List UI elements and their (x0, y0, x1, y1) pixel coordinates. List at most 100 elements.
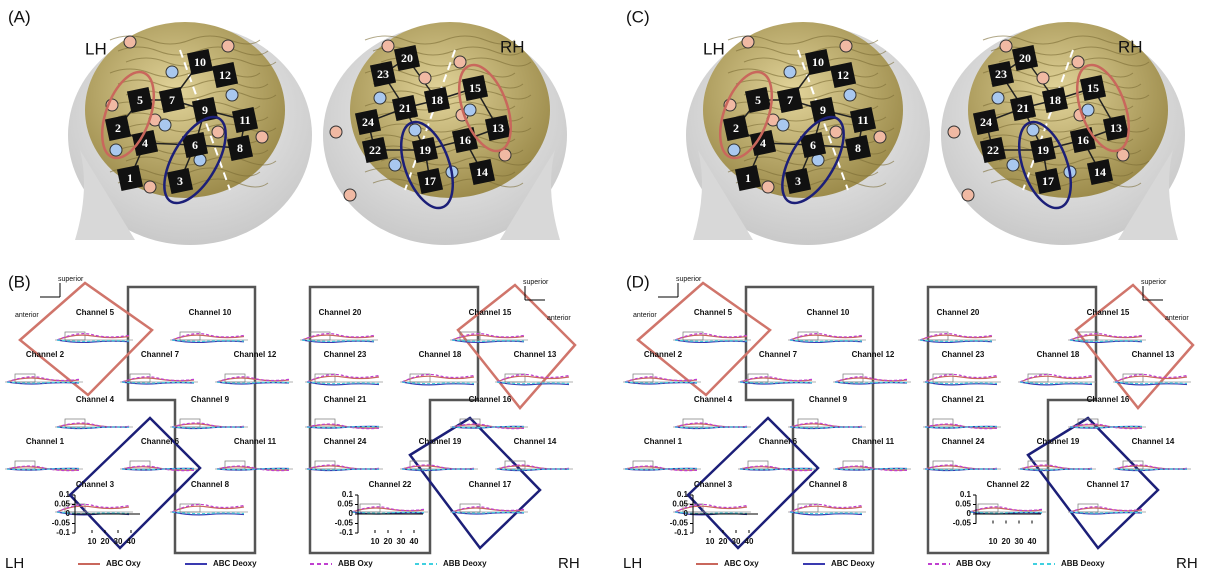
stim-box (409, 373, 431, 383)
inset-xtick: 10 (371, 537, 380, 546)
inset-xtick: 20 (101, 537, 110, 546)
stim-box (1122, 373, 1144, 383)
face (1118, 150, 1178, 240)
channel-label: Channel 24 (324, 437, 367, 446)
legend-label: ABC Oxy (106, 559, 141, 568)
stim-box (1077, 331, 1099, 341)
gyrus (727, 68, 879, 78)
channel-label: Channel 22 (987, 480, 1030, 489)
legend-label: ABC Oxy (724, 559, 759, 568)
channel-number: 16 (1077, 133, 1089, 147)
channel-number: 22 (369, 143, 381, 157)
trace (496, 373, 570, 383)
channel-number: 24 (980, 115, 992, 129)
channel-box (1086, 158, 1114, 186)
stim-box (1077, 418, 1099, 428)
source-optode (381, 39, 395, 53)
source-optode (947, 125, 961, 139)
source-optode (453, 55, 467, 69)
channel-label: Channel 15 (469, 308, 512, 317)
channel-label: Channel 1 (644, 437, 683, 446)
face (500, 150, 560, 240)
channel-box (226, 134, 254, 162)
stim-box (504, 373, 526, 383)
channel-box (829, 61, 857, 89)
trace (1019, 381, 1093, 386)
channel-label: Channel 23 (942, 350, 985, 359)
trace (171, 503, 245, 513)
channel-label: Channel 8 (191, 480, 230, 489)
trace (924, 464, 998, 470)
source-optode (839, 39, 853, 53)
channel-label: Channel 11 (234, 437, 277, 446)
channel-label: Channel 1 (26, 437, 65, 446)
direction-label: superior (676, 276, 702, 283)
trace (624, 376, 698, 383)
gyrus (117, 178, 269, 188)
gyrus (998, 156, 1150, 166)
channel-number: 21 (1017, 101, 1029, 115)
trace (789, 333, 863, 341)
detector-optode (373, 91, 387, 105)
detector-optode (225, 88, 239, 102)
source-optode (1036, 71, 1050, 85)
stim-box (64, 418, 86, 428)
trace (674, 426, 748, 429)
legend-label: ABB Oxy (338, 559, 373, 568)
hemisphere-label: LH (85, 39, 107, 58)
channel-label: Channel 19 (419, 437, 462, 446)
trace (1114, 381, 1188, 386)
trace (789, 503, 863, 513)
channel-box (1102, 114, 1130, 142)
stim-box (842, 460, 864, 470)
channel-number: 13 (492, 121, 504, 135)
gyrus (735, 178, 887, 188)
stim-box (64, 331, 86, 341)
channel-box (369, 60, 397, 88)
trace (121, 376, 195, 383)
detector-optode (843, 88, 857, 102)
trace (1019, 373, 1093, 383)
channel-number: 5 (137, 93, 143, 107)
channel-number: 7 (787, 93, 793, 107)
trace (306, 423, 380, 430)
gyrus (364, 134, 516, 144)
channel-label: Channel 3 (694, 480, 733, 489)
source-optode (343, 188, 357, 202)
panel-label: (D) (626, 272, 650, 291)
channel-box (166, 167, 194, 195)
trace (969, 511, 1043, 514)
stim-box (504, 460, 526, 470)
trace (1019, 464, 1093, 470)
trace (789, 339, 863, 343)
trace (451, 506, 525, 513)
trace (674, 339, 748, 343)
channel-label: Channel 20 (319, 308, 362, 317)
trace (1069, 333, 1143, 341)
stim-box (1027, 460, 1049, 470)
channel-box (987, 60, 1015, 88)
trace (834, 468, 908, 471)
channel-box (211, 61, 239, 89)
channel-number: 18 (1049, 93, 1061, 107)
stim-box (309, 331, 331, 341)
stim-box (314, 460, 336, 470)
channel-box (181, 131, 209, 159)
trace (306, 464, 380, 470)
direction-label: anterior (1165, 315, 1189, 322)
frontal-region (308, 285, 480, 555)
stim-box (747, 460, 769, 470)
channel-label: Channel 8 (809, 480, 848, 489)
inset-ytick: 0.1 (342, 490, 354, 499)
channel-box (734, 164, 762, 192)
inset-ytick: 0.05 (672, 500, 688, 509)
trace (624, 381, 698, 384)
trace (451, 339, 525, 343)
inset-xtick: 40 (745, 537, 754, 546)
channel-box (776, 86, 804, 114)
channel-label: Channel 13 (514, 350, 557, 359)
channel-number: 6 (192, 138, 198, 152)
inset-xtick: 10 (88, 537, 97, 546)
inset-ytick: -0.1 (339, 528, 353, 537)
gyrus (109, 68, 261, 78)
